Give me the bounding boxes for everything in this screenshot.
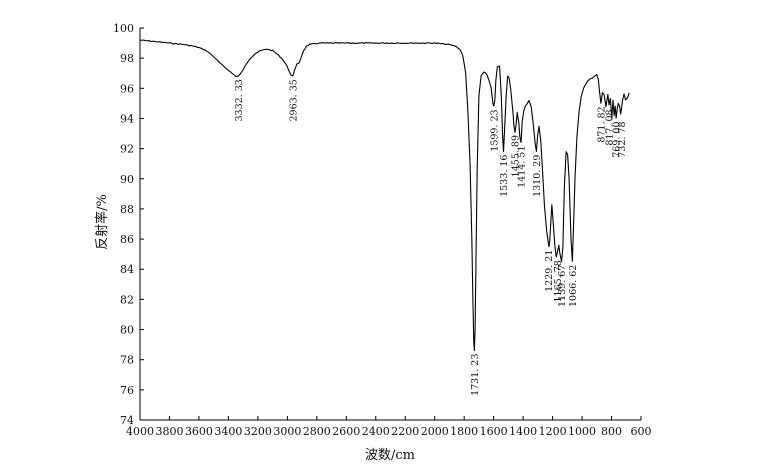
y-axis-title: 反射率/% [94, 194, 110, 250]
peak-label: 1414. 51 [517, 146, 528, 188]
x-tick-label: 3600 [185, 425, 213, 438]
y-tick-label: 82 [120, 293, 134, 306]
x-tick-label: 2200 [391, 425, 419, 438]
series-line-0 [139, 39, 630, 352]
x-tick-label: 2600 [332, 425, 360, 438]
peak-label: 2963. 35 [288, 79, 299, 121]
y-tick-label: 86 [120, 233, 134, 246]
x-tick-label: 3200 [244, 425, 272, 438]
axes-layer: 4000 3800 3600 3400 3200 3000 2800 2600 2400 2200… [113, 22, 652, 438]
peak-label: 1599. 23 [489, 109, 500, 151]
x-tick-label: 800 [601, 425, 622, 438]
y-tick-label: 74 [120, 414, 134, 427]
y-tick-label: 84 [120, 263, 134, 276]
peak-label: 1229. 21 [544, 250, 555, 292]
x-axis-title: 波数/cm [365, 448, 415, 463]
x-tick-label: 2400 [362, 425, 390, 438]
peak-label: 1731. 23 [470, 354, 481, 396]
peak-label: 871. 82 [596, 106, 607, 142]
peak-label: 1455. 89 [511, 135, 522, 177]
x-tick-label: 3800 [155, 425, 183, 438]
annotation-layer: 3332. 33 2963. 35 1731. 23 1599. 23 1533. 16… [234, 79, 628, 396]
peak-label: 3332. 33 [234, 79, 245, 121]
peak-label: 732. 78 [617, 122, 628, 158]
peak-label: 1310. 29 [532, 155, 543, 197]
x-tick-label: 1200 [539, 425, 567, 438]
peak-label: 1066. 62 [568, 265, 579, 307]
x-tick-label: 2800 [303, 425, 331, 438]
x-tick-label: 1400 [509, 425, 537, 438]
x-tick-label: 1800 [450, 425, 478, 438]
x-tick-label: 3000 [273, 425, 301, 438]
y-tick-label: 94 [120, 112, 134, 125]
x-tick-label: 2000 [421, 425, 449, 438]
y-tick-label: 90 [120, 173, 134, 186]
series-layer [139, 39, 630, 352]
y-tick-label: 80 [120, 324, 134, 337]
x-tick-label: 4000 [126, 425, 154, 438]
peak-label: 1165. 78 [553, 260, 564, 302]
peak-label: 1533. 16 [499, 155, 510, 197]
y-tick-label: 88 [120, 203, 134, 216]
x-tick-label: 3400 [214, 425, 242, 438]
y-tick-label: 98 [120, 52, 134, 65]
x-tick-label: 1000 [568, 425, 596, 438]
peak-label: 817. 08 [605, 109, 616, 145]
x-tick-label: 600 [631, 425, 652, 438]
y-tick-label: 78 [120, 354, 134, 367]
y-tick-label: 76 [120, 384, 134, 397]
peak-label: 1139. 67 [557, 265, 568, 307]
peak-label: 769. 00 [612, 122, 623, 158]
y-tick-label: 92 [120, 143, 134, 156]
x-tick-label: 1600 [480, 425, 508, 438]
y-tick-label: 100 [113, 22, 134, 35]
y-tick-label: 96 [120, 82, 134, 95]
